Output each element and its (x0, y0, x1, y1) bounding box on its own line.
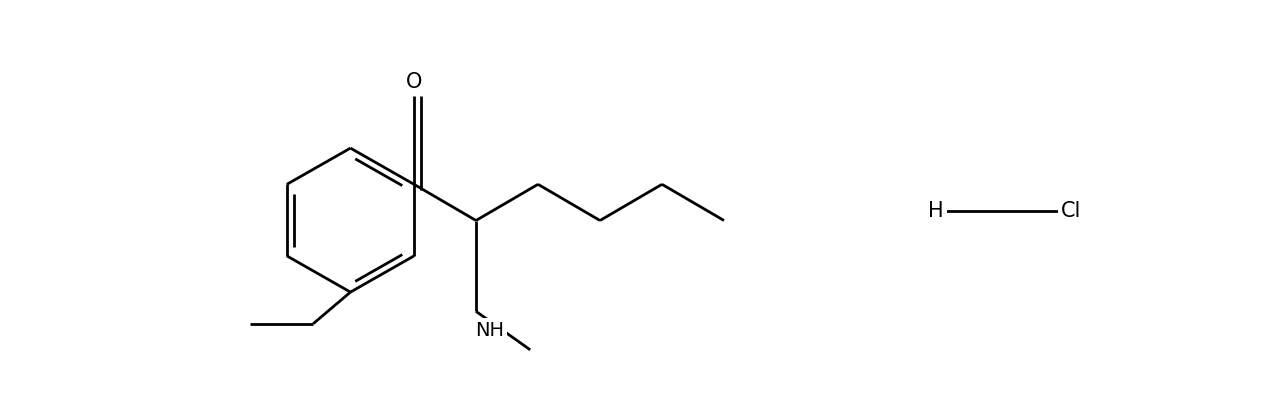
Text: Cl: Cl (1061, 201, 1081, 221)
Text: NH: NH (476, 321, 504, 340)
Text: H: H (928, 201, 943, 221)
Text: O: O (406, 72, 422, 92)
